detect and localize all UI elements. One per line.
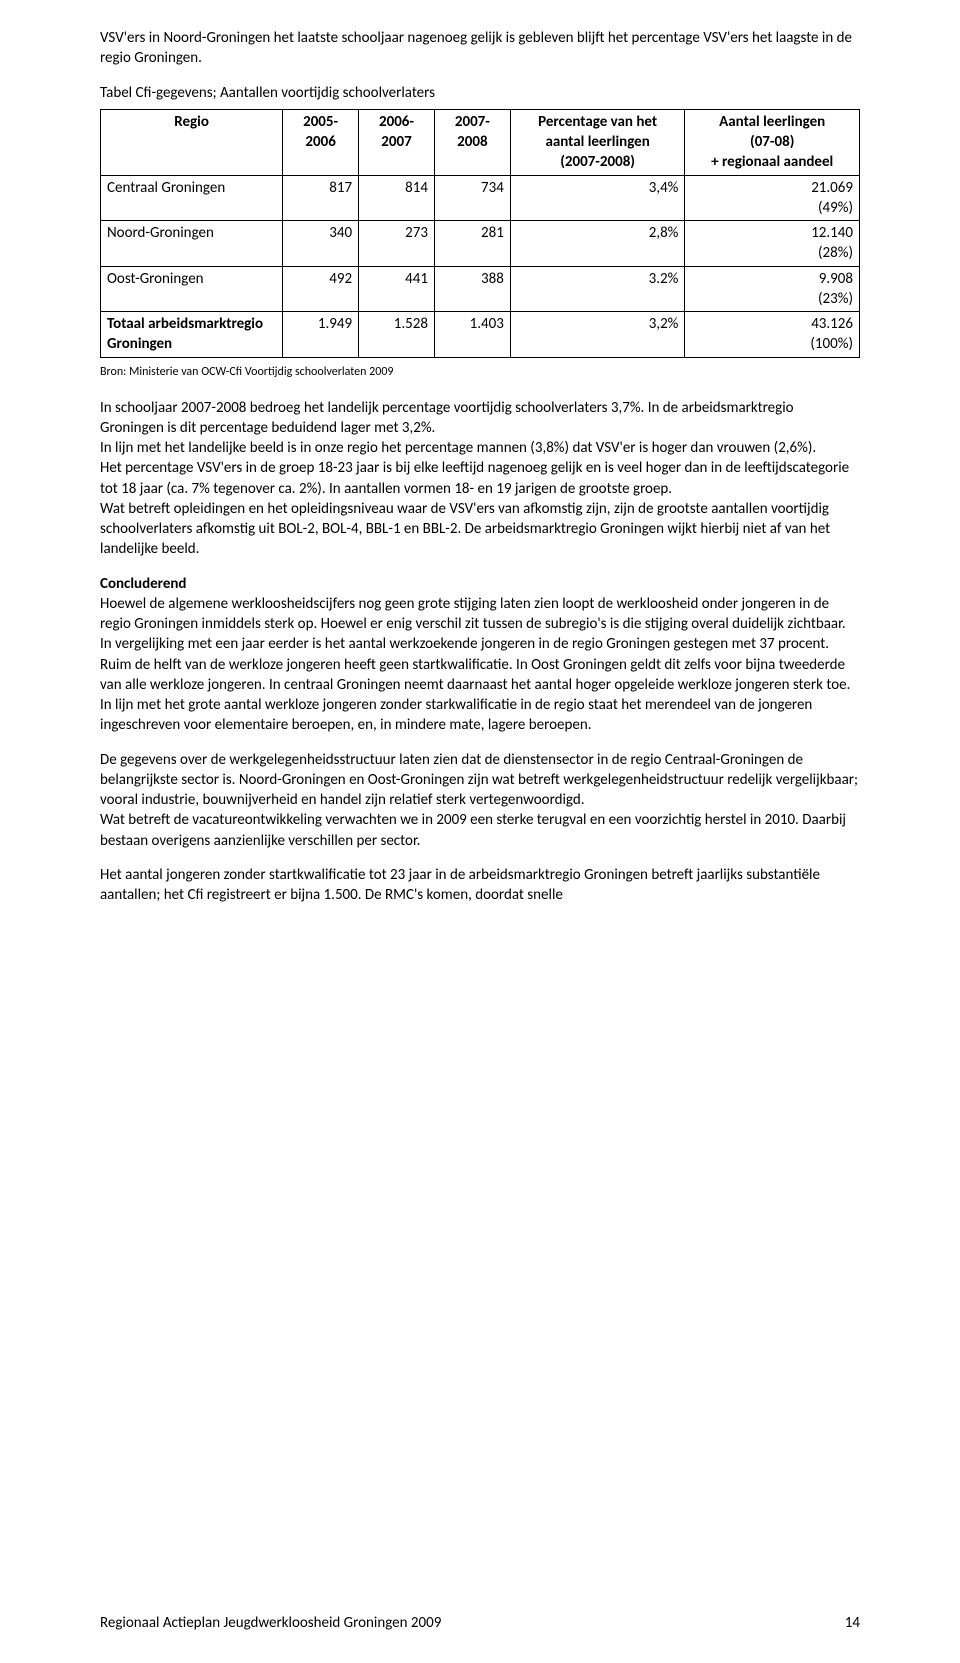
footer-title: Regionaal Actieplan Jeugdwerkloosheid Gr…: [100, 1613, 441, 1633]
conclusion-paragraph: Ruim de helft van de werkloze jongeren h…: [100, 655, 860, 696]
body-paragraph: In lijn met het landelijke beeld is in o…: [100, 438, 860, 458]
col-header: Aantal leerlingen(07-08)+ regionaal aand…: [685, 109, 860, 175]
table-header-row: Regio 2005-2006 2006-2007 2007-2008 Perc…: [101, 109, 860, 175]
data-table: Regio 2005-2006 2006-2007 2007-2008 Perc…: [100, 109, 860, 358]
table-cell: Oost-Groningen: [101, 266, 283, 312]
table-cell: Centraal Groningen: [101, 175, 283, 221]
col-header: Percentage van hetaantal leerlingen(2007…: [510, 109, 685, 175]
table-row: Totaal arbeidsmarktregio Groningen1.9491…: [101, 312, 860, 358]
table-cell: 814: [359, 175, 435, 221]
table-cell: 3.2%: [510, 266, 685, 312]
table-cell: 1.949: [283, 312, 359, 358]
body-paragraph: Wat betreft opleidingen en het opleiding…: [100, 499, 860, 560]
col-header: 2006-2007: [359, 109, 435, 175]
table-cell: 3,2%: [510, 312, 685, 358]
table-cell: 492: [283, 266, 359, 312]
col-header: 2007-2008: [434, 109, 510, 175]
conclusion-paragraph: Wat betreft de vacatureontwikkeling verw…: [100, 810, 860, 851]
body-paragraph: Het percentage VSV'ers in de groep 18-23…: [100, 458, 860, 499]
table-cell: 9.908(23%): [685, 266, 860, 312]
table-cell: 388: [434, 266, 510, 312]
table-cell: 3,4%: [510, 175, 685, 221]
table-cell: Totaal arbeidsmarktregio Groningen: [101, 312, 283, 358]
table-cell: 817: [283, 175, 359, 221]
conclusion-paragraph: Het aantal jongeren zonder startkwalific…: [100, 865, 860, 906]
conclusion-paragraph: In lijn met het grote aantal werkloze jo…: [100, 695, 860, 736]
table-body: Centraal Groningen8178147343,4%21.069(49…: [101, 175, 860, 357]
table-cell: 281: [434, 221, 510, 267]
table-cell: 43.126(100%): [685, 312, 860, 358]
table-row: Centraal Groningen8178147343,4%21.069(49…: [101, 175, 860, 221]
conclusion-heading: Concluderend: [100, 574, 860, 594]
table-cell: 12.140(28%): [685, 221, 860, 267]
table-cell: 2,8%: [510, 221, 685, 267]
intro-paragraph: VSV'ers in Noord-Groningen het laatste s…: [100, 28, 860, 69]
col-header: 2005-2006: [283, 109, 359, 175]
table-cell: 1.528: [359, 312, 435, 358]
table-cell: 21.069(49%): [685, 175, 860, 221]
conclusion-paragraph: Hoewel de algemene werkloosheidscijfers …: [100, 594, 860, 655]
footer-page-number: 14: [845, 1613, 860, 1633]
body-paragraph: In schooljaar 2007-2008 bedroeg het land…: [100, 398, 860, 439]
table-cell: Noord-Groningen: [101, 221, 283, 267]
table-source: Bron: Ministerie van OCW-Cfi Voortijdig …: [100, 364, 860, 380]
table-row: Noord-Groningen3402732812,8%12.140(28%): [101, 221, 860, 267]
table-cell: 340: [283, 221, 359, 267]
table-row: Oost-Groningen4924413883.2%9.908(23%): [101, 266, 860, 312]
table-cell: 273: [359, 221, 435, 267]
conclusion-paragraph: De gegevens over de werkgelegenheidsstru…: [100, 750, 860, 811]
page-footer: Regionaal Actieplan Jeugdwerkloosheid Gr…: [100, 1613, 860, 1633]
table-cell: 734: [434, 175, 510, 221]
table-cell: 1.403: [434, 312, 510, 358]
table-cell: 441: [359, 266, 435, 312]
col-header: Regio: [101, 109, 283, 175]
table-caption: Tabel Cfi-gegevens; Aantallen voortijdig…: [100, 83, 860, 103]
page-container: VSV'ers in Noord-Groningen het laatste s…: [0, 0, 960, 1663]
